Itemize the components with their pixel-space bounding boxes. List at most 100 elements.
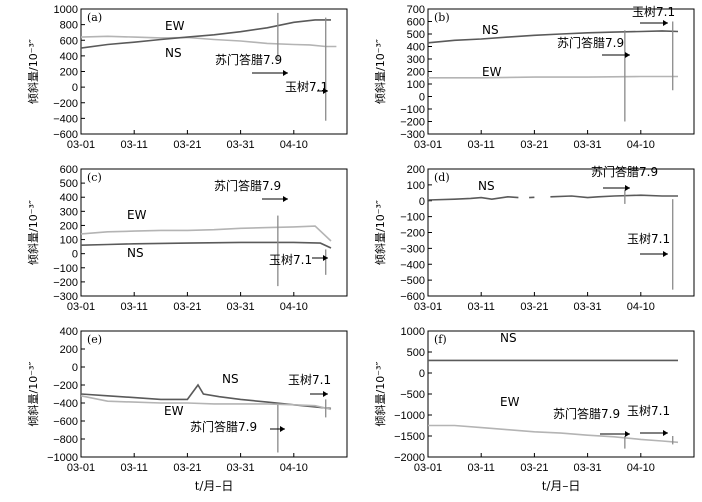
y-tick-label: 200 [407,67,425,79]
y-tick-label: −800 [53,434,78,446]
series-label-ew: EW [482,65,502,79]
x-tick-label: 03-01 [67,301,95,313]
series-line-ns [427,194,678,201]
y-tick-label: 0 [419,92,425,104]
x-tick-label: 03-01 [414,139,442,151]
y-tick-label: 800 [60,20,78,32]
x-tick-label: 03-31 [574,139,602,151]
x-tick-label: 03-11 [468,462,495,474]
event-arrowhead [280,426,285,432]
x-axis-label-right: t/月–日 [542,479,581,493]
panel-label: (a) [87,11,102,24]
x-tick-label: 03-21 [520,462,548,474]
y-tick-label: 100 [407,180,425,192]
x-tick-label: 04-10 [280,301,308,313]
y-axis-label: 倾斜量/10⁻³″ [374,39,387,104]
x-tick-label: 03-01 [414,462,442,474]
y-tick-label: 100 [407,79,425,91]
y-tick-label: 200 [60,344,78,356]
x-tick-label: 03-31 [227,301,255,313]
plot-frame [80,330,348,458]
panel-label: (f) [434,333,447,346]
series-label-ns: NS [127,246,144,260]
event-label: 玉树7.1 [288,372,331,387]
x-tick-label: 03-01 [67,139,95,151]
series-label-ew: EW [127,208,147,222]
series-line-ns [80,241,332,249]
y-axis-label: 倾斜量/10⁻³″ [27,39,40,104]
y-tick-label: −1000 [394,410,425,422]
x-tick-label: 03-11 [468,301,495,313]
event-arrowhead [323,391,328,397]
event-label: 苏门答腊7.9 [215,52,282,67]
x-tick-label: 03-31 [227,462,255,474]
y-tick-label: 100 [60,235,78,247]
series-line-ew [80,35,337,48]
y-tick-label: 300 [60,206,78,218]
x-tick-label: 03-21 [520,301,548,313]
y-tick-label: 400 [60,326,78,338]
event-label: 苏门答腊7.9 [190,419,257,434]
x-tick-label: 03-01 [414,301,442,313]
event-arrowhead [323,88,328,94]
x-tick-label: 04-10 [627,139,655,151]
plot-frame [427,330,695,458]
event-label: 玉树7.1 [627,403,670,418]
y-tick-label: −100 [400,104,425,116]
x-axis-label-left: t/月–日 [195,479,234,493]
y-tick-label: 400 [60,51,78,63]
x-tick-label: 03-21 [520,139,548,151]
y-tick-label: 600 [60,164,78,176]
y-tick-label: −400 [53,398,78,410]
event-arrowhead [625,431,630,437]
y-axis-label: 倾斜量/10⁻³″ [374,361,387,426]
x-tick-label: 03-21 [173,301,201,313]
y-tick-label: −400 [400,259,425,271]
y-tick-label: 200 [407,164,425,176]
series-label-ns: NS [478,179,495,193]
series-line-ns [427,30,679,44]
y-tick-label: −200 [53,380,78,392]
y-tick-label: −200 [400,228,425,240]
series-label-ns: NS [222,372,239,386]
y-tick-label: −600 [400,291,425,303]
event-arrowhead [663,251,668,257]
x-tick-label: 04-10 [280,139,308,151]
event-arrowhead [283,196,288,202]
y-tick-label: −100 [400,212,425,224]
y-tick-label: 1000 [54,4,78,16]
x-tick-label: 03-11 [121,301,148,313]
y-tick-label: 400 [60,192,78,204]
event-arrowhead [625,185,630,191]
event-label: 苏门答腊7.9 [553,406,620,421]
x-tick-label: 03-31 [227,139,255,151]
y-tick-label: −1500 [394,431,425,443]
y-tick-label: −600 [53,129,78,141]
event-label: 苏门答腊7.9 [591,164,658,179]
series-line-ew [80,395,332,411]
x-tick-label: 04-10 [627,301,655,313]
series-label-ns: NS [482,23,499,37]
y-tick-label: 0 [419,368,425,380]
event-arrowhead [663,20,668,26]
series-label-ew: EW [165,19,185,33]
event-label: 玉树7.1 [627,231,670,246]
y-tick-label: −300 [53,291,78,303]
event-arrowhead [625,52,630,58]
plot-frame [80,168,348,297]
series-line-ew [80,225,332,242]
y-tick-label: −200 [53,277,78,289]
event-label: 玉树7.1 [269,252,312,267]
panel-label: (b) [434,11,450,24]
x-tick-label: 03-21 [173,139,201,151]
y-tick-label: 400 [407,42,425,54]
y-tick-label: −500 [400,389,425,401]
y-tick-label: −300 [400,243,425,255]
y-axis-label: 倾斜量/10⁻³″ [374,200,387,265]
y-tick-label: 600 [407,17,425,29]
y-tick-label: 600 [60,35,78,47]
series-label-ns: NS [165,46,182,60]
